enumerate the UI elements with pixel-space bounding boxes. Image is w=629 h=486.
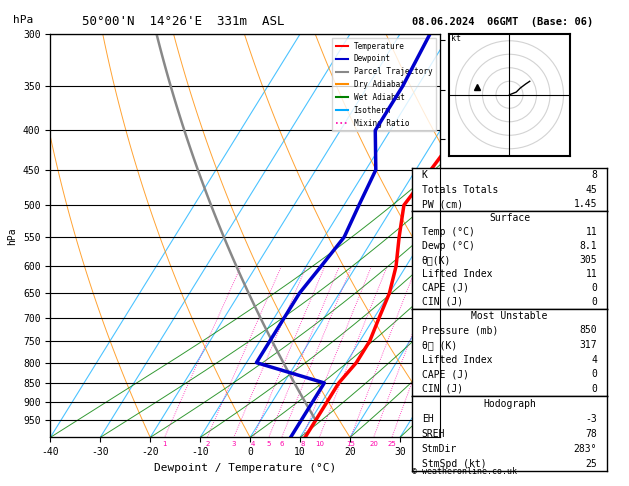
Text: 8: 8 xyxy=(591,170,598,180)
Text: StmDir: StmDir xyxy=(422,444,457,454)
X-axis label: Dewpoint / Temperature (°C): Dewpoint / Temperature (°C) xyxy=(154,463,337,473)
Text: PW (cm): PW (cm) xyxy=(422,199,463,209)
Text: Temp (°C): Temp (°C) xyxy=(422,227,475,237)
Y-axis label: hPa: hPa xyxy=(8,227,18,244)
Text: CIN (J): CIN (J) xyxy=(422,384,463,394)
Text: 4: 4 xyxy=(251,441,255,448)
Text: Totals Totals: Totals Totals xyxy=(422,185,498,194)
Text: 20: 20 xyxy=(369,441,378,448)
Text: 4: 4 xyxy=(591,355,598,364)
Text: 08.06.2024  06GMT  (Base: 06): 08.06.2024 06GMT (Base: 06) xyxy=(412,17,593,27)
Text: © weatheronline.co.uk: © weatheronline.co.uk xyxy=(412,467,517,476)
Text: 11: 11 xyxy=(586,269,598,279)
Text: K: K xyxy=(422,170,428,180)
Text: StmSpd (kt): StmSpd (kt) xyxy=(422,459,486,469)
Text: 305: 305 xyxy=(579,255,598,265)
Text: SREH: SREH xyxy=(422,429,445,439)
Text: 25: 25 xyxy=(387,441,396,448)
Text: 25: 25 xyxy=(586,459,598,469)
Text: -3: -3 xyxy=(586,414,598,424)
Text: 317: 317 xyxy=(579,340,598,350)
Text: Pressure (mb): Pressure (mb) xyxy=(422,326,498,335)
Text: 8: 8 xyxy=(301,441,305,448)
Legend: Temperature, Dewpoint, Parcel Trajectory, Dry Adiabat, Wet Adiabat, Isotherm, Mi: Temperature, Dewpoint, Parcel Trajectory… xyxy=(332,38,436,131)
Text: CIN (J): CIN (J) xyxy=(422,296,463,307)
Text: 5: 5 xyxy=(267,441,271,448)
Text: 1.45: 1.45 xyxy=(574,199,598,209)
Text: CAPE (J): CAPE (J) xyxy=(422,283,469,293)
Text: Lifted Index: Lifted Index xyxy=(422,269,493,279)
Text: 3: 3 xyxy=(231,441,236,448)
Text: 850: 850 xyxy=(579,326,598,335)
Text: 0: 0 xyxy=(591,369,598,379)
Text: 11: 11 xyxy=(586,227,598,237)
Text: θᴇ (K): θᴇ (K) xyxy=(422,340,457,350)
Text: 10: 10 xyxy=(315,441,324,448)
Text: 45: 45 xyxy=(586,185,598,194)
Text: 2: 2 xyxy=(205,441,209,448)
Text: 6: 6 xyxy=(279,441,284,448)
Text: 0: 0 xyxy=(591,384,598,394)
Text: kt: kt xyxy=(452,34,462,43)
Text: 0: 0 xyxy=(591,296,598,307)
Text: 15: 15 xyxy=(346,441,355,448)
Text: 1: 1 xyxy=(162,441,167,448)
Text: hPa: hPa xyxy=(13,15,33,25)
Text: Dewp (°C): Dewp (°C) xyxy=(422,241,475,251)
Text: 0: 0 xyxy=(591,283,598,293)
Text: 8.1: 8.1 xyxy=(579,241,598,251)
Text: Hodograph: Hodograph xyxy=(483,399,536,409)
Text: Surface: Surface xyxy=(489,213,530,224)
Text: 78: 78 xyxy=(586,429,598,439)
Text: Lifted Index: Lifted Index xyxy=(422,355,493,364)
Y-axis label: km
ASL: km ASL xyxy=(461,227,482,244)
Text: θᴇ(K): θᴇ(K) xyxy=(422,255,451,265)
Text: 50°00'N  14°26'E  331m  ASL: 50°00'N 14°26'E 331m ASL xyxy=(82,15,284,28)
Text: CAPE (J): CAPE (J) xyxy=(422,369,469,379)
Text: 283°: 283° xyxy=(574,444,598,454)
Text: EH: EH xyxy=(422,414,433,424)
Text: Most Unstable: Most Unstable xyxy=(471,311,548,321)
Text: LCL: LCL xyxy=(448,416,463,425)
